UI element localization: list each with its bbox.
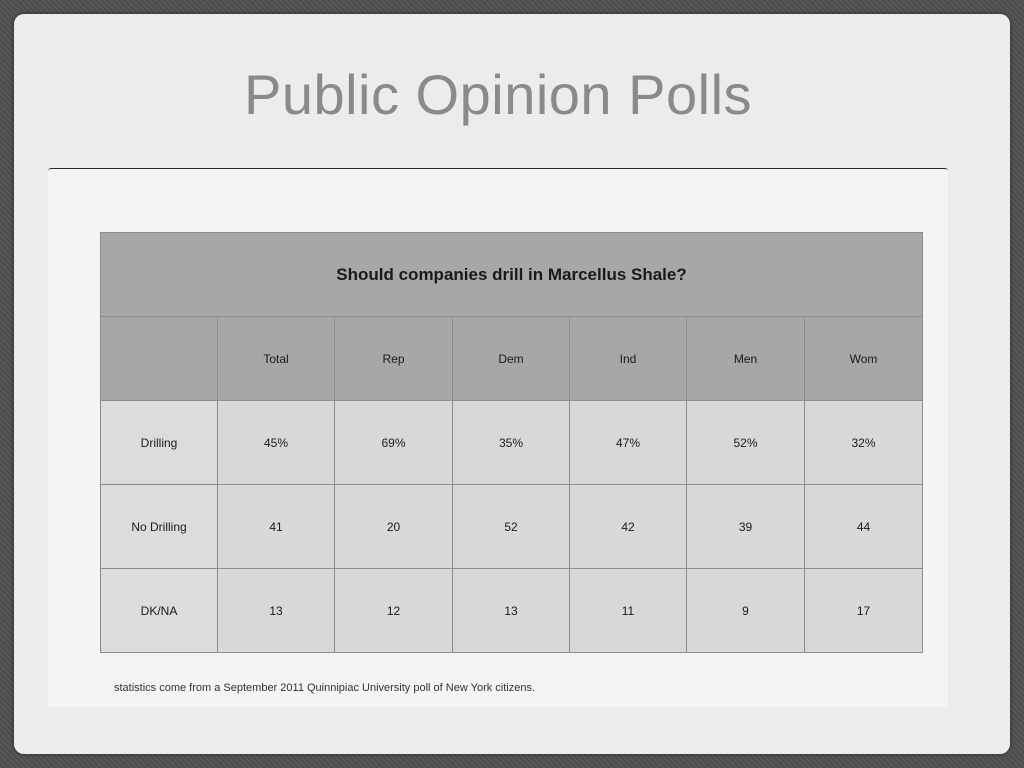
table-cell: 12 (334, 568, 453, 653)
table-cell: 44 (803, 484, 924, 569)
table-cell: 52 (452, 484, 570, 569)
column-header-men: Men (686, 316, 805, 401)
corner-cell (100, 316, 218, 401)
table-cell: 69% (334, 400, 453, 485)
table-cell: 35% (452, 400, 570, 485)
poll-question: Should companies drill in Marcellus Shal… (99, 232, 924, 317)
row-label-no-drilling: No Drilling (100, 484, 218, 569)
column-header-wom: Wom (803, 316, 924, 401)
table-cell: 11 (569, 568, 687, 653)
table-cell: 52% (686, 400, 805, 485)
column-header-rep: Rep (334, 316, 453, 401)
table-row: Drilling 45% 69% 35% 47% 52% 32% (100, 400, 924, 485)
table-cell: 39 (686, 484, 805, 569)
row-label-dk-na: DK/NA (100, 568, 218, 653)
header-row: Total Rep Dem Ind Men Wom (100, 316, 924, 401)
table-cell: 13 (217, 568, 335, 653)
table-cell: 47% (569, 400, 687, 485)
table-cell: 45% (217, 400, 335, 485)
slide-title: Public Opinion Polls (243, 63, 753, 126)
column-header-dem: Dem (452, 316, 570, 401)
table-cell: 13 (452, 568, 570, 653)
column-header-total: Total (217, 316, 335, 401)
table-cell: 32% (803, 400, 924, 485)
row-label-drilling: Drilling (100, 400, 218, 485)
table-cell: 42 (569, 484, 687, 569)
table-cell: 20 (334, 484, 453, 569)
table-row: No Drilling 41 20 52 42 39 44 (100, 484, 924, 569)
table-cell: 41 (217, 484, 335, 569)
table-row: DK/NA 13 12 13 11 9 17 (100, 568, 924, 653)
table-cell: 17 (803, 568, 924, 653)
poll-table: Should companies drill in Marcellus Shal… (99, 232, 924, 653)
table-cell: 9 (686, 568, 805, 653)
source-footnote: statistics come from a September 2011 Qu… (114, 682, 536, 694)
column-header-ind: Ind (569, 316, 687, 401)
